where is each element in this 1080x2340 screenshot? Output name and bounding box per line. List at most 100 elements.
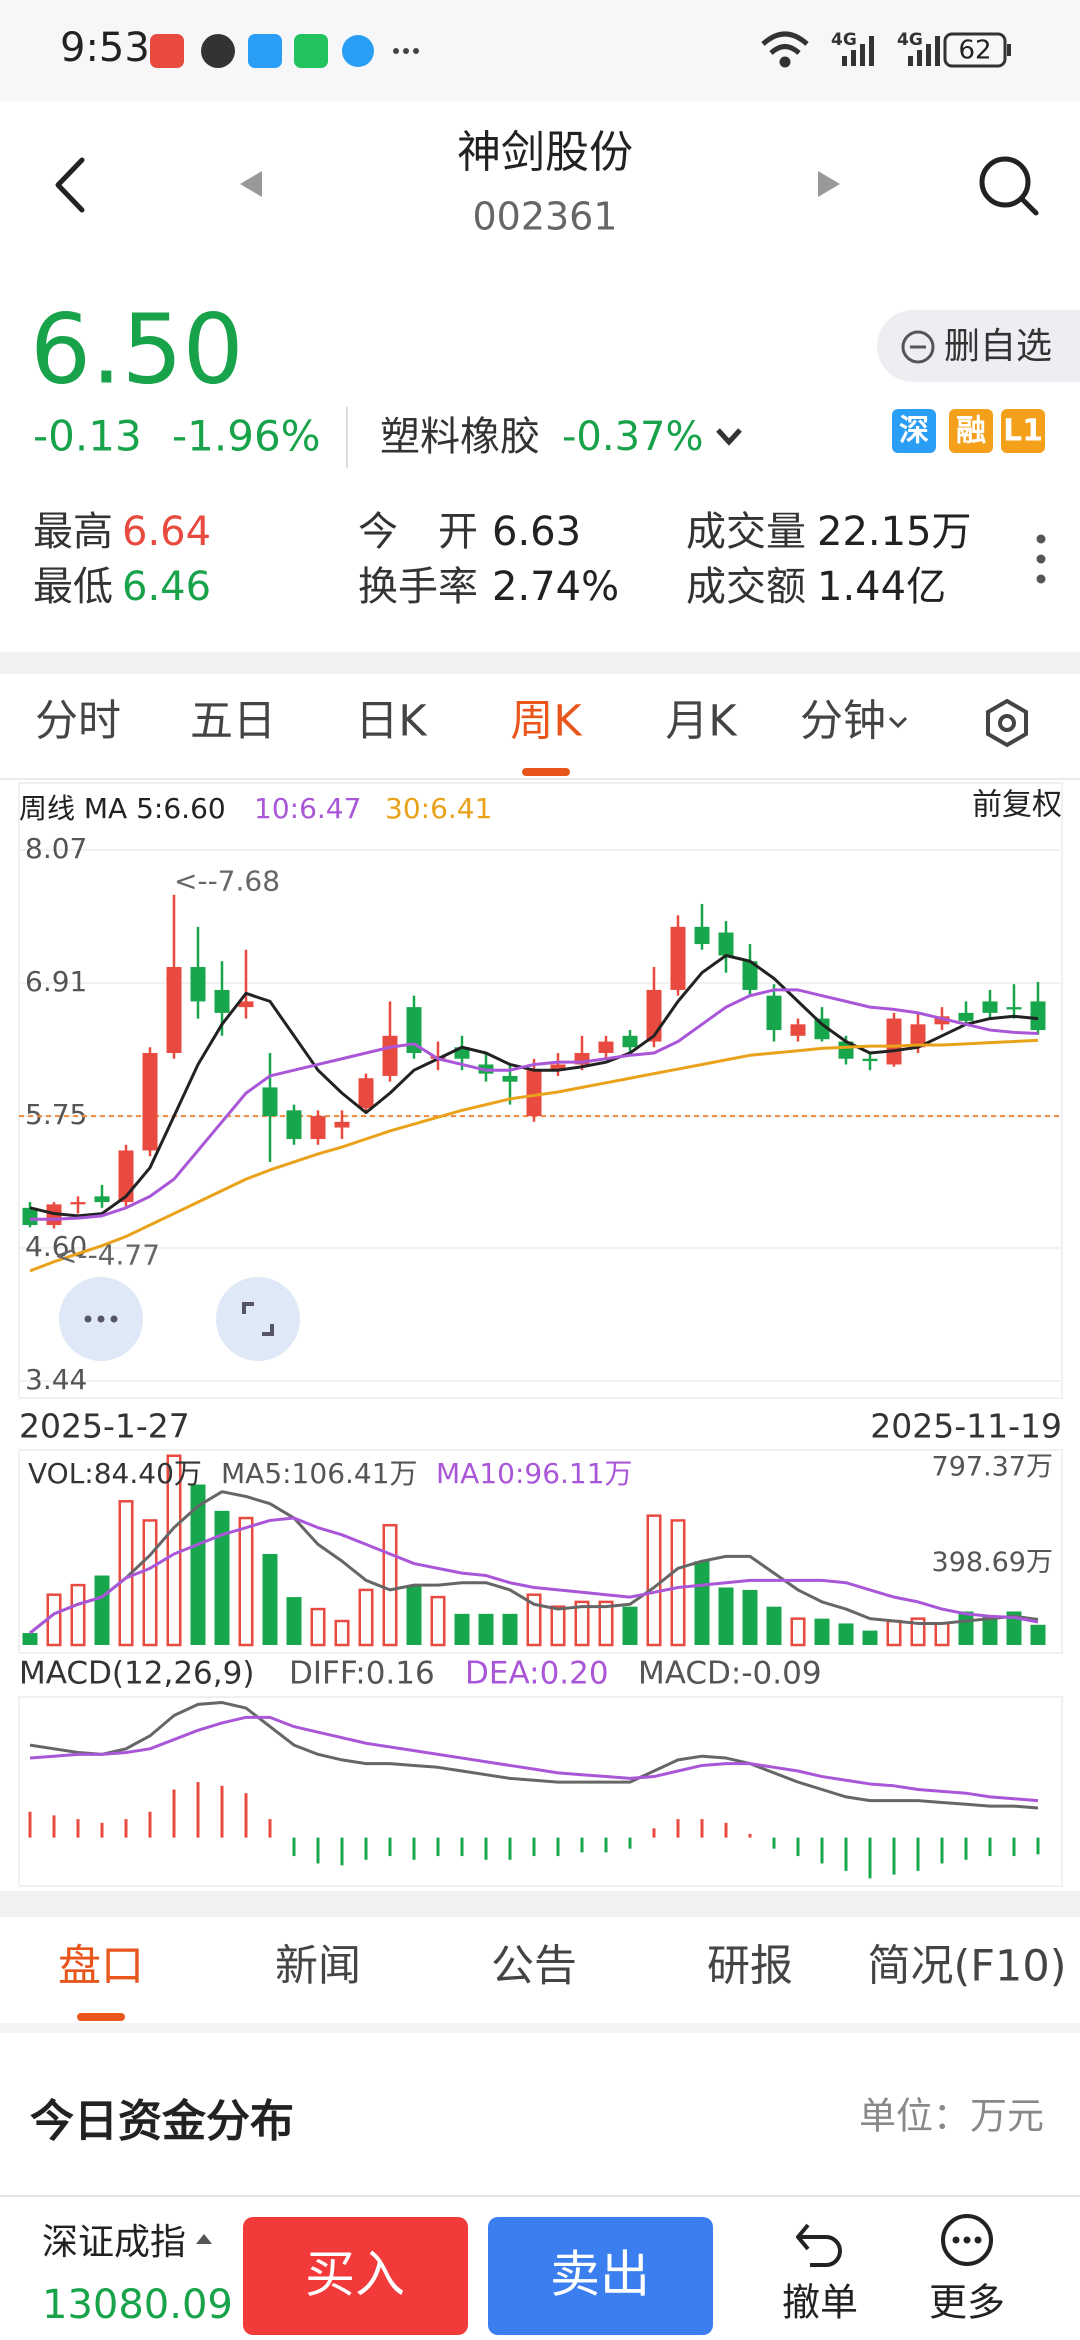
index-toggle[interactable] (196, 2234, 212, 2244)
network-label: 4G (897, 30, 923, 50)
index-name[interactable]: 深证成指 (42, 2222, 186, 2263)
candle-body (310, 1116, 326, 1140)
chart-more-button[interactable] (59, 1277, 143, 1361)
back-button[interactable] (55, 157, 85, 213)
buy-button[interactable]: 买入 (243, 2217, 468, 2335)
volume-bar (574, 1600, 590, 1647)
volume-bar (262, 1553, 278, 1645)
volume-bar (982, 1616, 998, 1645)
volume-bar (1006, 1611, 1022, 1645)
macd-chart-frame (18, 1696, 1063, 1887)
volume-bar (478, 1613, 494, 1645)
tab[interactable]: 月K (665, 697, 738, 747)
sell-label[interactable]: 卖出 (550, 2246, 650, 2304)
volume-bar (526, 1593, 542, 1647)
volume-bar (1030, 1624, 1046, 1645)
cancel-label[interactable]: 撤单 (782, 2281, 858, 2325)
battery-level: 62 (958, 36, 991, 66)
candle-body (214, 989, 230, 1013)
volume-bar (862, 1630, 878, 1645)
indicator-line (29, 1701, 1039, 1810)
stat-value: 1.44亿 (817, 564, 946, 610)
tab[interactable]: 周K (510, 697, 583, 747)
indicator-line (29, 1038, 1039, 1273)
candle-body (406, 1007, 422, 1053)
watch-button[interactable]: 删自选 (877, 310, 1080, 382)
volume-bar (142, 1519, 158, 1647)
volume-bar (910, 1617, 926, 1647)
tab[interactable]: 简况(F10) (867, 1942, 1066, 1992)
stat-value: 6.64 (122, 509, 211, 555)
candle-body (142, 1052, 158, 1151)
detail-tabs: 盘口 新闻 公告 研报 简况(F10) (58, 1942, 1067, 2021)
sector-name[interactable]: 塑料橡胶 (380, 414, 540, 460)
volume-bar (958, 1611, 974, 1645)
sector-dropdown[interactable] (716, 428, 742, 446)
price-chart-frame (18, 782, 1063, 1399)
prev-stock[interactable] (240, 171, 262, 197)
tab[interactable]: 日K (355, 697, 428, 747)
tab-indicator (522, 768, 570, 776)
more-button[interactable]: 更多 (929, 2214, 1005, 2325)
volume-bar (454, 1613, 470, 1645)
y-tick-label: 4.60 (25, 1230, 87, 1263)
badge-label: 深 (899, 414, 929, 449)
legend-entry: 周线 MA 5:6.60 (19, 792, 226, 825)
watch-button-label[interactable]: 删自选 (944, 326, 1052, 367)
x-tick-label: 2025-1-27 (19, 1407, 190, 1446)
search-button[interactable] (979, 156, 1039, 216)
stat-value: 6.46 (122, 564, 211, 610)
legend-entry: DIFF:0.16 (289, 1656, 435, 1692)
legend-entry: MA5:106.41万 (221, 1457, 418, 1490)
volume-bar (718, 1587, 734, 1645)
candle-body (694, 926, 710, 945)
stock-name: 神剑股份 (457, 127, 633, 178)
candle-body (718, 932, 734, 956)
volume-bar (646, 1514, 662, 1647)
next-stock[interactable] (818, 171, 840, 197)
extreme-label: <--4.77 (54, 1238, 160, 1271)
chart-expand-button[interactable] (216, 1277, 300, 1361)
chart-settings[interactable] (986, 698, 1028, 748)
volume-bar (94, 1575, 110, 1645)
cancel-button[interactable]: 撤单 (782, 2223, 858, 2325)
buy-label[interactable]: 买入 (305, 2246, 405, 2304)
indicator-line (29, 1490, 1039, 1635)
tab[interactable]: 五日 (190, 697, 276, 747)
tab[interactable]: 新闻 (275, 1942, 361, 1992)
tab[interactable]: 分时 (35, 697, 121, 747)
sell-button[interactable]: 卖出 (488, 2217, 713, 2335)
adjust-mode[interactable]: 前复权 (972, 788, 1062, 823)
badge-label: L1 (1003, 414, 1043, 449)
badges: 深融 L1 (892, 409, 1045, 453)
volume-bar (670, 1519, 686, 1647)
battery (943, 32, 1007, 68)
tab[interactable]: 分钟 (800, 697, 886, 747)
network-label: 4G (831, 30, 857, 50)
indicator-line (29, 954, 1039, 1218)
volume-bar (70, 1583, 86, 1647)
candle-body (166, 966, 182, 1053)
volume-bar (934, 1622, 950, 1647)
stat-label: 最低 (33, 564, 113, 610)
legend-entry: DEA:0.20 (465, 1656, 609, 1692)
candle-body (910, 1024, 926, 1048)
stat-label: 成交量 (686, 509, 806, 555)
candle-body (1006, 1007, 1022, 1010)
more-label[interactable]: 更多 (929, 2281, 1005, 2325)
more-stats[interactable] (1036, 534, 1046, 584)
separator (0, 1891, 1080, 1917)
y-tick-label: 8.07 (25, 832, 87, 865)
candle-body (934, 1016, 950, 1025)
badge (892, 409, 936, 453)
volume-bar (742, 1589, 758, 1645)
minute-dropdown[interactable] (888, 716, 908, 729)
candle-body (862, 1058, 878, 1062)
tab[interactable]: 盘口 (58, 1942, 144, 1992)
tab[interactable]: 研报 (707, 1942, 793, 1992)
candle-body (814, 1018, 830, 1040)
tab[interactable]: 公告 (491, 1942, 577, 1992)
y-tick-label: 5.75 (25, 1098, 87, 1131)
volume-bar (694, 1561, 710, 1645)
candle-body (94, 1196, 110, 1203)
